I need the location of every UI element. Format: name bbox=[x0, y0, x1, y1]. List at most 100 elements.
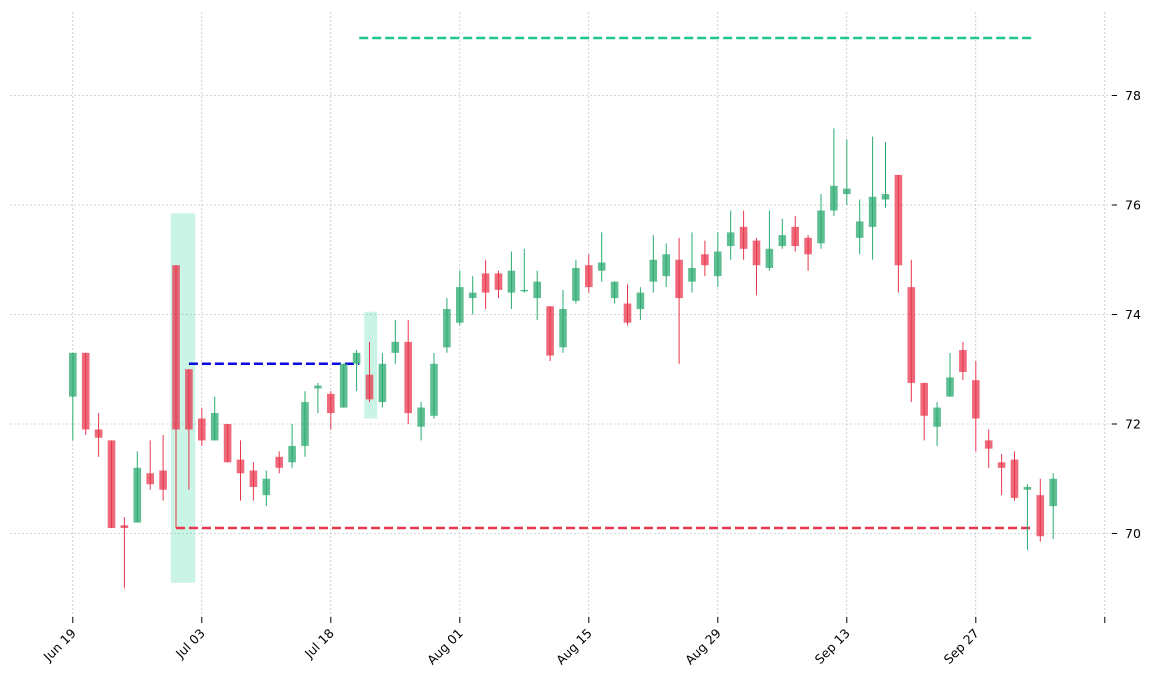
candle-body bbox=[726, 232, 735, 247]
candle-body bbox=[559, 309, 567, 348]
candle-body bbox=[365, 374, 374, 400]
candle-down bbox=[172, 265, 180, 529]
candle-body bbox=[997, 462, 1006, 468]
candle-up bbox=[778, 218, 787, 249]
candle-body bbox=[1049, 478, 1057, 507]
x-tick-label: Sep 13 bbox=[812, 626, 853, 667]
candle-body bbox=[391, 341, 400, 353]
candle-body bbox=[946, 377, 954, 397]
candle-body bbox=[714, 251, 722, 277]
candle-body bbox=[262, 478, 271, 496]
candle-up bbox=[714, 232, 722, 288]
candle-down bbox=[585, 254, 593, 293]
candle-body bbox=[907, 287, 916, 383]
candle-body bbox=[959, 350, 967, 372]
candle-up bbox=[765, 210, 774, 271]
candle-body bbox=[868, 196, 877, 227]
candle-down bbox=[623, 284, 632, 326]
candle-body bbox=[352, 352, 361, 364]
candle-body bbox=[855, 221, 864, 238]
candle-body bbox=[662, 254, 670, 277]
candle-body bbox=[765, 248, 774, 268]
candle-body bbox=[843, 188, 851, 195]
y-tick-label: 76 bbox=[1125, 198, 1141, 213]
candle-down bbox=[185, 369, 193, 490]
candle-down bbox=[984, 429, 993, 468]
candle-up bbox=[868, 136, 877, 260]
candle-down bbox=[275, 451, 283, 474]
candle-body bbox=[81, 352, 90, 430]
candle-body bbox=[572, 267, 580, 301]
candle-body bbox=[456, 287, 464, 323]
x-tick-label: Jul 18 bbox=[301, 625, 337, 661]
candle-body bbox=[830, 185, 838, 211]
candle-up bbox=[830, 128, 838, 216]
candle-body bbox=[520, 289, 529, 292]
candle-down bbox=[249, 462, 258, 501]
candle-body bbox=[210, 413, 219, 441]
candle-up bbox=[933, 402, 941, 446]
candle-body bbox=[817, 210, 825, 244]
candle-body bbox=[778, 235, 787, 247]
candle-down bbox=[739, 210, 748, 260]
candle-up bbox=[339, 363, 348, 408]
highlight-box bbox=[364, 311, 378, 419]
candle-up bbox=[855, 199, 864, 255]
candle-body bbox=[546, 306, 554, 356]
candle-down bbox=[959, 341, 967, 381]
candle-up bbox=[726, 210, 735, 260]
candle-body bbox=[804, 237, 812, 255]
candle-body bbox=[404, 341, 412, 414]
candle-up bbox=[378, 352, 387, 408]
candle-up bbox=[443, 298, 451, 353]
candle-body bbox=[791, 226, 799, 247]
candle-body bbox=[468, 292, 477, 299]
candle-down bbox=[894, 174, 903, 293]
candle-up bbox=[417, 402, 425, 441]
candle-body bbox=[146, 473, 154, 485]
candle-up bbox=[597, 232, 606, 282]
candle-body bbox=[481, 273, 490, 293]
x-tick-label: Aug 15 bbox=[553, 626, 595, 668]
candle-body bbox=[378, 363, 387, 403]
x-tick-label: Sep 27 bbox=[941, 626, 982, 667]
candle-body bbox=[675, 259, 683, 299]
candle-up bbox=[456, 270, 464, 326]
candle-down bbox=[1010, 451, 1019, 501]
candle-down bbox=[1036, 478, 1045, 542]
candle-body bbox=[430, 363, 438, 416]
candle-up bbox=[881, 142, 890, 208]
candle-up bbox=[636, 287, 645, 320]
candle-up bbox=[533, 270, 541, 320]
candle-body bbox=[443, 309, 451, 348]
y-tick-label: 70 bbox=[1125, 526, 1141, 541]
candle-up bbox=[133, 451, 142, 523]
candle-up bbox=[572, 259, 580, 304]
candle-body bbox=[275, 456, 283, 468]
candle-body bbox=[894, 174, 903, 266]
candle-body bbox=[249, 470, 258, 487]
level-lines bbox=[176, 36, 1034, 530]
candle-body bbox=[417, 407, 425, 427]
candle-body bbox=[198, 418, 206, 441]
candle-up bbox=[520, 248, 529, 293]
candle-down bbox=[494, 270, 503, 299]
candle-down bbox=[997, 454, 1006, 496]
candle-down bbox=[198, 407, 206, 446]
candle-down bbox=[546, 306, 554, 362]
candle-body bbox=[327, 393, 335, 414]
candle-up bbox=[352, 350, 361, 392]
candle-up bbox=[1023, 484, 1032, 550]
candle-down bbox=[236, 440, 245, 501]
candle-up bbox=[210, 396, 219, 441]
candle-down bbox=[146, 440, 154, 490]
candle-body bbox=[223, 424, 232, 463]
candle-body bbox=[107, 440, 116, 529]
candle-body bbox=[69, 352, 77, 397]
candle-up bbox=[946, 352, 954, 397]
candle-down bbox=[675, 237, 683, 364]
candle-down bbox=[804, 235, 812, 271]
candle-up bbox=[468, 276, 477, 315]
candle-up bbox=[262, 470, 271, 507]
